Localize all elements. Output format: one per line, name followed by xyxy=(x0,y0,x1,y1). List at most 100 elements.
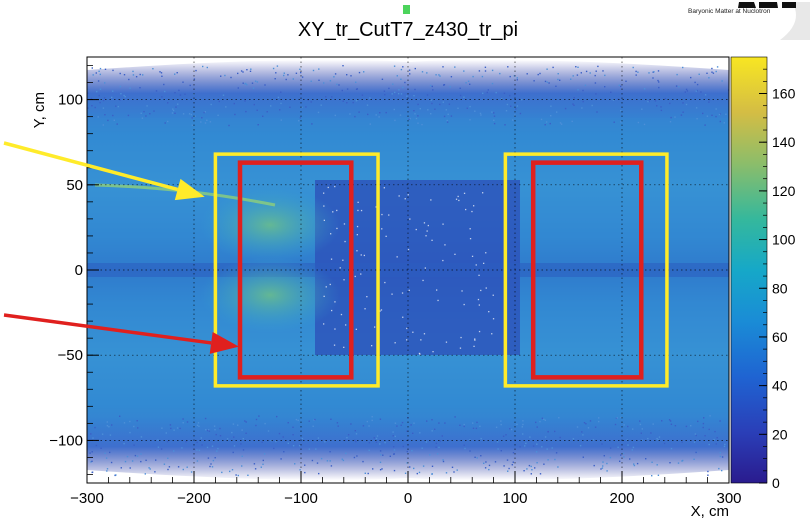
noise-dot xyxy=(434,428,436,430)
noise-dot xyxy=(362,425,365,427)
y-tick-label: 100 xyxy=(58,92,83,109)
noise-dot xyxy=(471,210,473,213)
noise-dot xyxy=(182,468,184,471)
noise-dot xyxy=(513,75,516,77)
noise-dot xyxy=(637,71,639,73)
noise-dot xyxy=(113,119,115,121)
noise-dot xyxy=(639,423,642,426)
noise-dot xyxy=(431,239,433,241)
noise-dot xyxy=(451,466,454,468)
noise-dot xyxy=(585,70,588,73)
noise-dot xyxy=(443,84,446,86)
noise-dot xyxy=(557,78,559,81)
noise-dot xyxy=(681,441,683,443)
noise-dot xyxy=(610,91,612,93)
noise-dot xyxy=(478,304,480,306)
noise-dot xyxy=(654,100,657,102)
noise-dot xyxy=(471,255,474,257)
noise-dot xyxy=(535,451,538,453)
noise-dot xyxy=(111,96,113,99)
noise-dot xyxy=(547,459,549,461)
noise-dot xyxy=(355,81,357,83)
noise-dot xyxy=(300,71,302,74)
noise-dot xyxy=(206,446,209,449)
noise-dot xyxy=(643,123,646,126)
noise-dot xyxy=(301,76,304,78)
colorbar-tick-label: 120 xyxy=(772,183,796,199)
noise-dot xyxy=(670,447,673,450)
noise-dot xyxy=(685,425,688,428)
noise-dot xyxy=(354,115,356,118)
noise-dot xyxy=(228,124,230,127)
noise-dot xyxy=(618,84,620,87)
noise-dot xyxy=(453,471,455,473)
noise-dot xyxy=(704,124,706,126)
noise-dot xyxy=(106,468,109,470)
noise-dot xyxy=(442,223,444,225)
noise-dot xyxy=(446,119,448,122)
noise-dot xyxy=(595,70,597,72)
noise-dot xyxy=(606,462,608,465)
noise-dot xyxy=(718,467,720,470)
noise-dot xyxy=(219,435,222,437)
x-tick-label: 200 xyxy=(609,490,634,507)
noise-dot xyxy=(167,457,169,459)
noise-dot xyxy=(385,235,387,237)
noise-dot xyxy=(560,123,563,125)
noise-dot xyxy=(131,460,134,462)
noise-dot xyxy=(594,82,597,84)
noise-dot xyxy=(336,209,338,212)
noise-dot xyxy=(346,74,348,76)
noise-dot xyxy=(298,120,300,122)
noise-dot xyxy=(353,456,356,459)
noise-dot xyxy=(292,445,295,447)
noise-dot xyxy=(541,446,543,448)
noise-dot xyxy=(148,467,150,469)
noise-dot xyxy=(195,69,197,72)
noise-dot xyxy=(222,94,225,96)
noise-dot xyxy=(380,309,383,311)
noise-dot xyxy=(375,441,378,443)
noise-dot xyxy=(283,451,285,453)
noise-dot xyxy=(237,474,239,477)
noise-dot xyxy=(682,102,684,104)
noise-dot xyxy=(94,106,96,109)
noise-dot xyxy=(509,94,511,97)
noise-dot xyxy=(712,72,715,74)
noise-dot xyxy=(435,446,437,448)
x-tick-label: −200 xyxy=(177,490,211,507)
noise-dot xyxy=(404,198,406,200)
noise-dot xyxy=(669,121,672,123)
noise-dot xyxy=(190,113,193,116)
noise-dot xyxy=(463,425,465,428)
noise-dot xyxy=(245,421,247,423)
colorbar-tick-label: 0 xyxy=(772,475,780,491)
noise-dot xyxy=(251,82,254,84)
noise-dot xyxy=(581,431,583,433)
noise-dot xyxy=(587,427,590,429)
noise-dot xyxy=(216,450,218,452)
noise-dot xyxy=(641,108,643,110)
noise-dot xyxy=(715,115,717,118)
noise-dot xyxy=(469,450,471,452)
noise-dot xyxy=(711,67,713,70)
noise-dot xyxy=(711,71,713,73)
noise-dot xyxy=(425,441,428,443)
noise-dot xyxy=(255,418,258,421)
noise-dot xyxy=(304,471,306,474)
noise-dot xyxy=(270,439,272,442)
noise-dot xyxy=(225,106,227,108)
noise-dot xyxy=(129,467,131,469)
noise-dot xyxy=(546,81,548,83)
noise-dot xyxy=(229,470,231,473)
noise-dot xyxy=(91,67,93,69)
noise-dot xyxy=(530,465,532,468)
noise-dot xyxy=(463,192,466,194)
noise-dot xyxy=(535,421,537,424)
red-arrow-shaft xyxy=(3,313,212,345)
y-tick-label: −50 xyxy=(58,347,83,364)
noise-dot xyxy=(330,418,332,420)
noise-dot xyxy=(592,439,595,441)
noise-dot xyxy=(500,420,502,422)
noise-dot xyxy=(641,439,643,441)
